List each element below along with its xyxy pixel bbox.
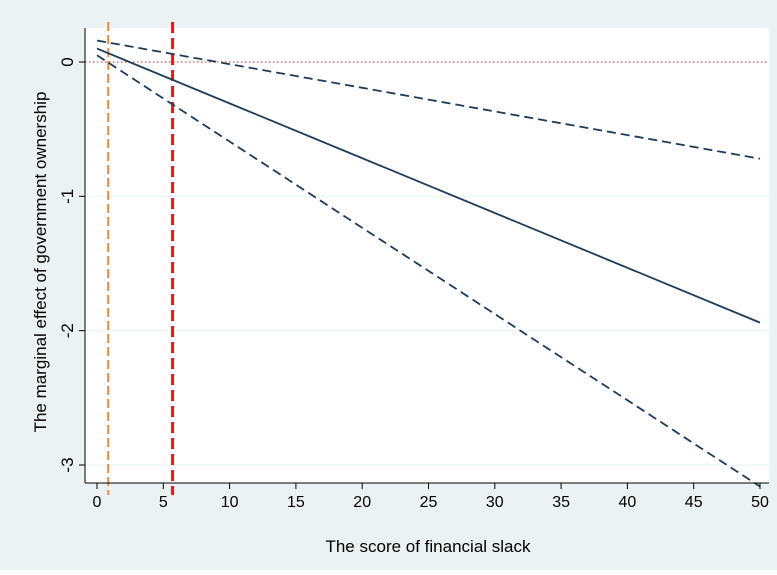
x-tick-label-0: 0 (93, 494, 102, 511)
y-tick-label-3: -3 (58, 457, 77, 472)
x-tick-label-8: 40 (619, 494, 637, 511)
axis-layer: 0 -1 -2 -3 0 5 10 15 20 25 30 35 40 45 50 (58, 28, 769, 511)
y-tick-label-2: -2 (58, 323, 77, 338)
reference-lines (85, 22, 769, 495)
y-axis-title: The marginal effect of government owners… (31, 92, 50, 433)
x-tick-label-10: 50 (751, 494, 769, 511)
grid-layer (85, 195, 769, 466)
y-tick-label-1: -1 (58, 189, 77, 204)
series-lower-ci (96, 54, 761, 488)
x-tick-label-2: 10 (221, 494, 239, 511)
y-tick-label-0: 0 (58, 57, 77, 66)
plot-area (85, 28, 769, 483)
x-tick-label-4: 20 (353, 494, 371, 511)
x-tick-label-5: 25 (420, 494, 438, 511)
x-axis-title: The score of financial slack (325, 537, 531, 556)
x-tick-label-9: 45 (685, 494, 703, 511)
x-tick-label-1: 5 (159, 494, 168, 511)
series-layer (96, 39, 761, 488)
x-tick-label-7: 35 (552, 494, 570, 511)
series-marginal-effect (96, 47, 761, 324)
series-upper-ci (96, 39, 761, 160)
x-tick-label-3: 15 (287, 494, 305, 511)
x-tick-label-6: 30 (486, 494, 504, 511)
